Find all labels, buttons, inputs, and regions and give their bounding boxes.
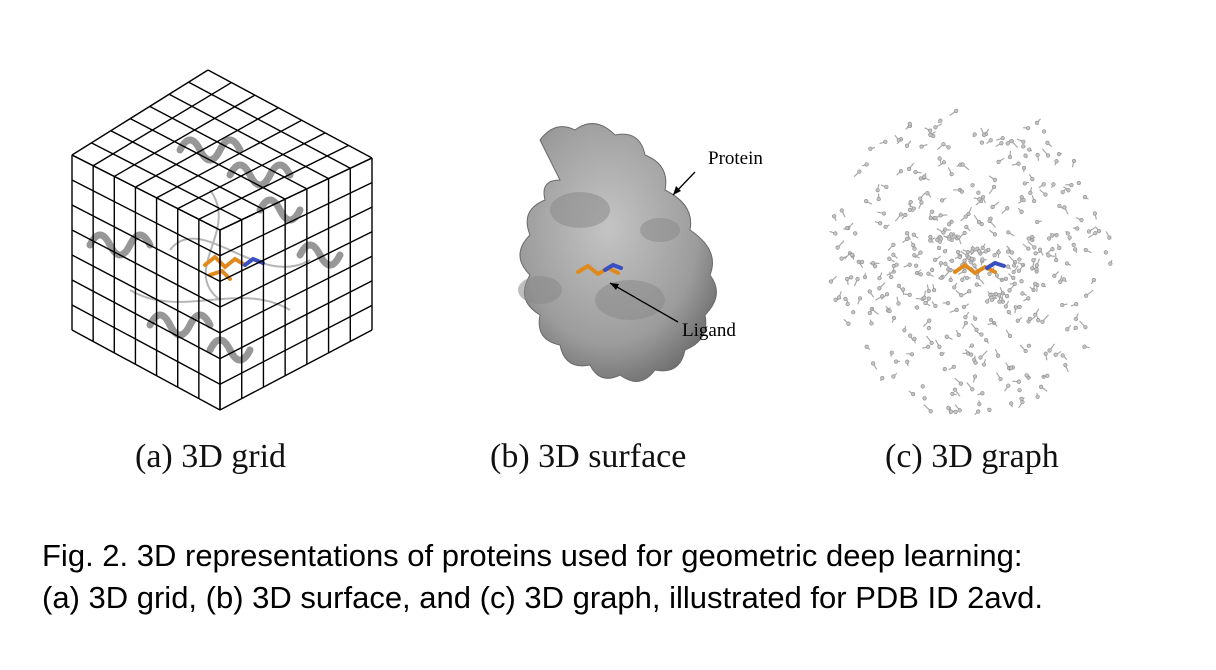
protein-annotation: Protein — [672, 148, 763, 196]
graph-ligand — [953, 260, 1006, 276]
surface-ligand — [576, 262, 623, 277]
svg-text:Protein: Protein — [708, 148, 763, 169]
caption-line-1: Fig. 2. 3D representations of proteins u… — [42, 538, 1023, 573]
figure-caption: Fig. 2. 3D representations of proteins u… — [42, 535, 1192, 619]
ligand — [203, 254, 265, 281]
subcaption-a: (a) 3D grid — [135, 438, 287, 475]
surface-figure: Protein Ligand — [518, 123, 763, 382]
surface-shading — [518, 192, 680, 320]
ligand-annotation: Ligand — [609, 282, 736, 341]
protein-surface — [519, 123, 717, 382]
ribbon-structure — [86, 136, 344, 364]
svg-text:Ligand: Ligand — [682, 320, 736, 341]
voxel-grid — [71, 69, 373, 411]
caption-line-2: (a) 3D grid, (b) 3D surface, and (c) 3D … — [42, 580, 1044, 615]
grid-figure — [71, 69, 373, 411]
atom-graph — [828, 108, 1113, 416]
subcaption-b: (b) 3D surface — [490, 438, 687, 475]
subcaption-c: (c) 3D graph — [885, 438, 1059, 475]
graph-figure — [828, 108, 1113, 416]
